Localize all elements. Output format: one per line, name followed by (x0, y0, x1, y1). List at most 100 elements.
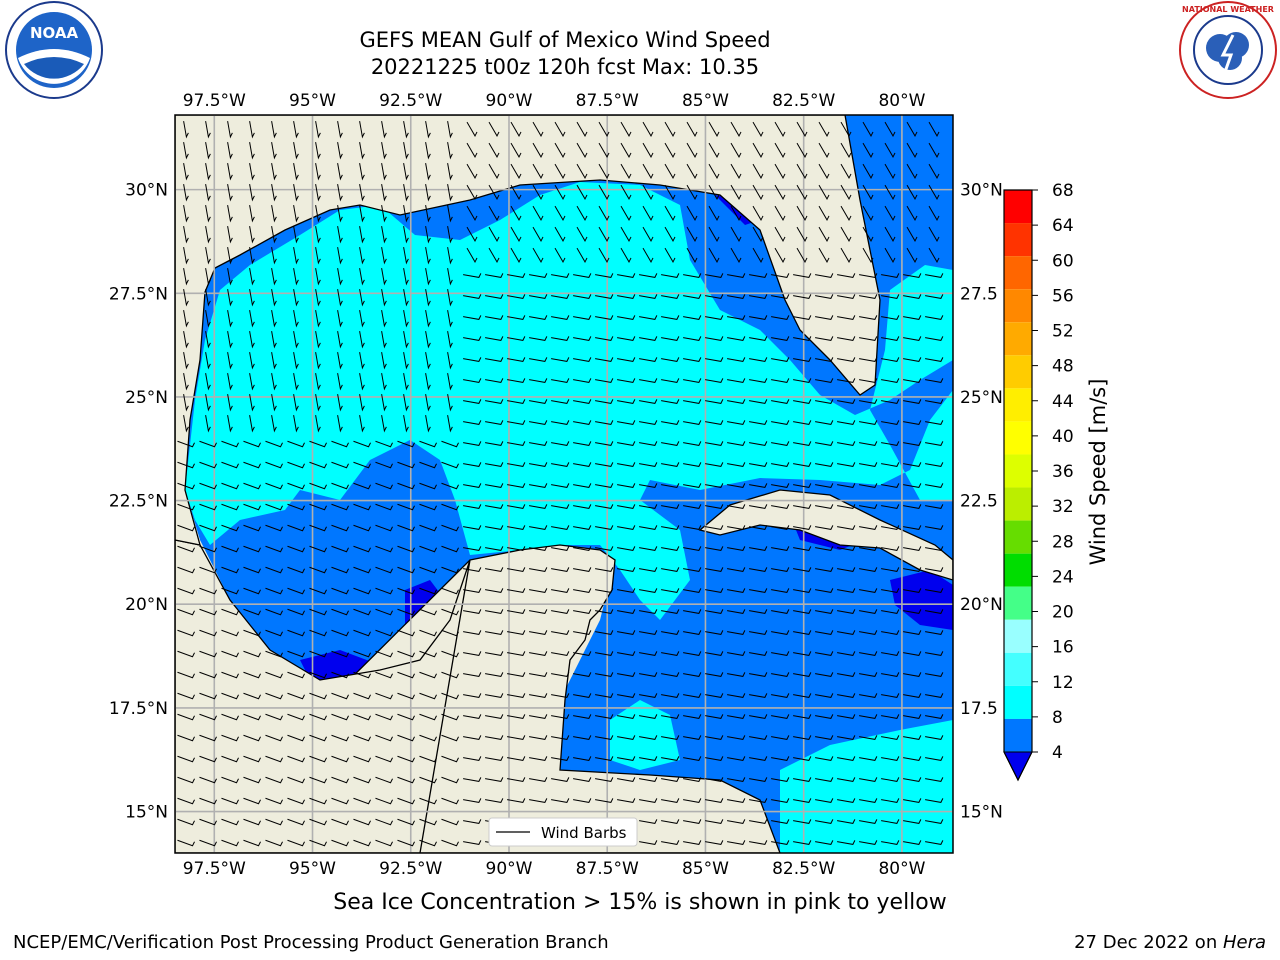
wind-barb (793, 693, 812, 698)
wind-barb (906, 247, 918, 263)
wind-barb (227, 352, 233, 370)
wind-barb (837, 378, 856, 383)
wind-barb (441, 440, 459, 448)
wind-barb (705, 504, 724, 509)
wind-barb (683, 336, 702, 341)
wind-barb (293, 373, 299, 391)
map-frame (174, 114, 954, 854)
wind-barb (199, 650, 217, 658)
wind-barb (403, 310, 409, 328)
wind-barb (815, 420, 834, 425)
wind-barb (441, 839, 459, 847)
wind-barb (683, 588, 702, 593)
wind-barb (331, 839, 349, 847)
wind-barb (177, 839, 195, 847)
wind-barb (884, 205, 896, 221)
wind-barb (837, 651, 856, 656)
wind-barb (925, 609, 944, 614)
wind-barb (705, 819, 724, 824)
wind-barb (353, 608, 371, 616)
lon-tick-label-top: 97.5°W (183, 91, 246, 111)
colorbar-tick-label: 24 (1052, 567, 1074, 587)
wind-barb (815, 273, 834, 278)
wind-barb (727, 546, 746, 551)
wind-barb (837, 525, 856, 530)
wind-barb (221, 713, 239, 721)
wind-barb (837, 504, 856, 509)
wind-barb (837, 462, 856, 467)
wind-barb (249, 247, 255, 265)
wind-barb (903, 672, 922, 677)
wind-barb (441, 545, 459, 553)
wind-barb (375, 692, 393, 700)
wind-barb (793, 588, 812, 593)
wind-barb (771, 420, 790, 425)
wind-barb (529, 714, 548, 719)
wind-barb (249, 415, 255, 433)
wind-barb (532, 226, 544, 242)
wind-barb (617, 294, 636, 299)
wind-barb (573, 441, 592, 446)
wind-barb (529, 630, 548, 635)
wind-barb (642, 163, 654, 179)
wind-barb (859, 693, 878, 698)
wind-barb (903, 630, 922, 635)
wind-barb (419, 587, 437, 595)
wind-barb (447, 184, 453, 202)
lon-tick-label-top: 82.5°W (772, 91, 835, 111)
wind-barb (249, 352, 255, 370)
wind-barb (529, 462, 548, 467)
lon-tick-label-bottom: 85°W (682, 859, 729, 879)
wind-barb (359, 331, 365, 349)
colorbar-label: Wind Speed [m/s] (1086, 379, 1110, 566)
wind-barb (177, 797, 195, 805)
lat-tick-label-right: 22.5 (960, 492, 998, 512)
wind-barb (705, 420, 724, 425)
wind-barb (774, 142, 786, 158)
wind-barb (551, 609, 570, 614)
wind-barb (881, 504, 900, 509)
colorbar-extend-arrow (1003, 751, 1033, 782)
wind-barb (353, 461, 371, 469)
wind-barb (419, 524, 437, 532)
wind-barb (573, 294, 592, 299)
wind-barb (403, 121, 409, 139)
wind-barb (447, 121, 453, 139)
wind-barb (639, 756, 658, 761)
wind-barb (397, 587, 415, 595)
wind-barb (903, 315, 922, 320)
wind-barb (661, 588, 680, 593)
wind-barb (859, 630, 878, 635)
wind-barb (551, 651, 570, 656)
wind-barb (419, 797, 437, 805)
wind-barb (315, 331, 321, 349)
wind-barb (793, 315, 812, 320)
wind-barb (293, 415, 299, 433)
wind-barb (727, 609, 746, 614)
wind-barb (661, 357, 680, 362)
wind-barb (271, 163, 277, 181)
wind-barb (331, 566, 349, 574)
wind-barb (796, 142, 808, 158)
wind-barb (705, 609, 724, 614)
wind-barb (595, 399, 614, 404)
wind-barb (793, 336, 812, 341)
colorbar-tick-label: 28 (1052, 532, 1074, 552)
wind-barb (683, 273, 702, 278)
wind-barb (705, 462, 724, 467)
wind-barb (859, 273, 878, 278)
wind-barb (683, 630, 702, 635)
wind-barb (573, 504, 592, 509)
wind-barb (331, 629, 349, 637)
wind-barb (315, 205, 321, 223)
wind-barb (661, 378, 680, 383)
wind-barb (243, 797, 261, 805)
wind-barb (595, 420, 614, 425)
wind-barb (903, 483, 922, 488)
wind-barb (573, 483, 592, 488)
wind-barb (815, 441, 834, 446)
colorbar-segment (1004, 553, 1032, 587)
wind-barb (925, 798, 944, 803)
wind-barb (793, 630, 812, 635)
wind-barb (315, 247, 321, 265)
